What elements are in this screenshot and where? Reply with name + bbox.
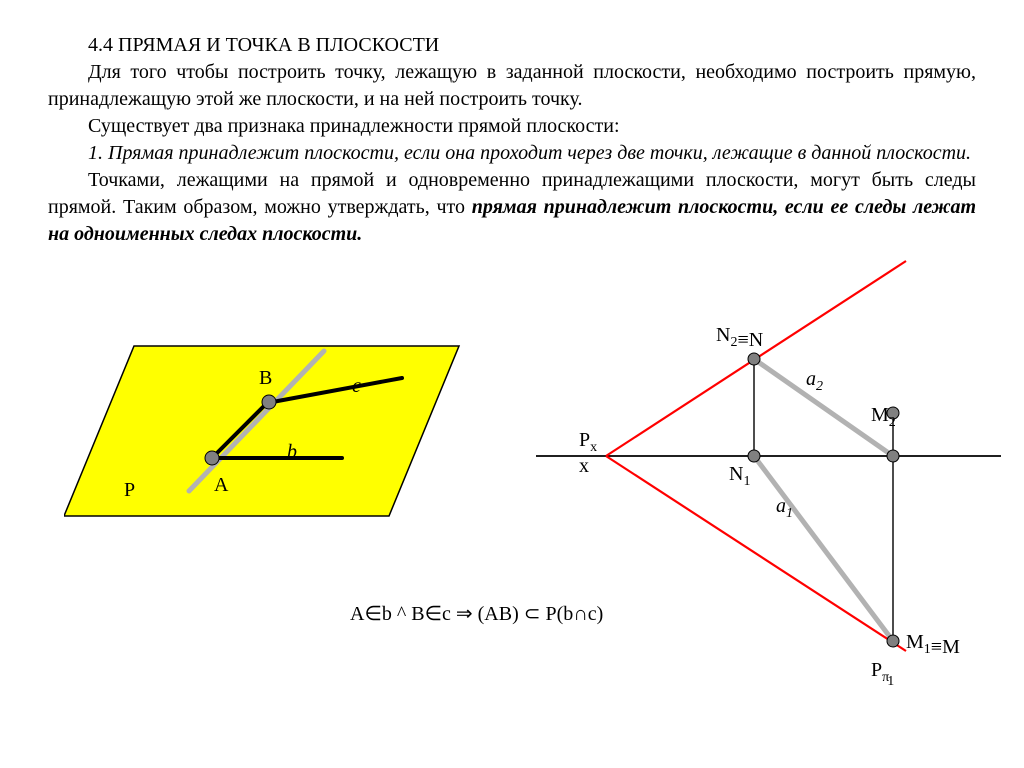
formula: A∈b ^ B∈c ⇒ (AB) ⊂ P(b∩c) [350,601,603,628]
svg-text:B: B [259,367,272,389]
svg-text:a1: a1 [776,495,793,521]
heading: 4.4 ПРЯМАЯ И ТОЧКА В ПЛОСКОСТИ [48,32,976,59]
figure-left: P A Bc b [64,306,464,564]
para-1: Для того чтобы построить точку, лежащую … [48,59,976,113]
svg-text:x: x [579,455,589,477]
svg-text:N2≡N: N2≡N [716,324,763,351]
svg-text:M1≡M: M1≡M [906,631,960,658]
svg-text:b: b [287,441,297,463]
svg-text:Pπ1: Pπ1 [871,659,894,686]
svg-text:Px: Px [579,429,597,455]
para-4: Точками, лежащими на прямой и одновремен… [48,167,976,248]
svg-text:c: c [352,375,361,397]
para-3: 1. Прямая принадлежит плоскости, если он… [48,140,976,167]
para-2: Существует два признака принадлежности п… [48,113,976,140]
svg-text:a2: a2 [806,368,823,394]
svg-text:P: P [124,479,135,501]
svg-text:N1: N1 [729,463,750,489]
svg-text:A: A [214,474,229,496]
